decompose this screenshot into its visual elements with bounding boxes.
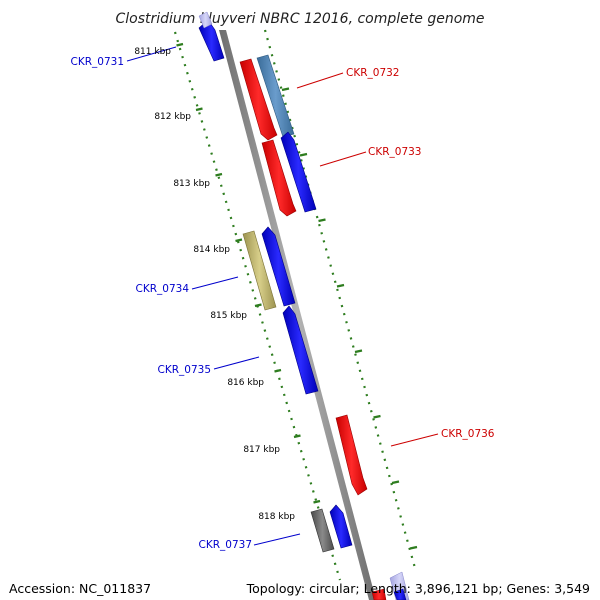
gene-ckr-0734[interactable]: [242, 230, 277, 311]
tick-labels: 811 kbp 812 kbp 813 kbp 814 kbp 815 kbp …: [134, 47, 295, 522]
gene-steelblue-feature[interactable]: [256, 54, 295, 138]
tick-label: 815 kbp: [210, 311, 247, 321]
gene-label[interactable]: CKR_0736: [441, 428, 495, 440]
gene-ckr-0735[interactable]: [282, 305, 319, 395]
left-major-ticks: [176, 42, 321, 504]
right-major-ticks: [281, 87, 418, 550]
tick-label: 817 kbp: [243, 445, 280, 455]
tick-label: 816 kbp: [227, 378, 264, 388]
gene-ckr-0731[interactable]: [198, 11, 225, 62]
gene-ckr-0736[interactable]: [335, 414, 368, 496]
map-title: Clostridium kluyveri NBRC 12016, complet…: [115, 11, 484, 27]
gene-label[interactable]: CKR_0731: [71, 56, 124, 68]
gene-blue-feature-0733[interactable]: [280, 131, 317, 213]
tick-label: 811 kbp: [134, 47, 171, 57]
gene-label[interactable]: CKR_0735: [158, 364, 211, 376]
genome-backbone: [219, 30, 376, 600]
tick-label: 813 kbp: [173, 179, 210, 189]
gene-blue-feature-0734[interactable]: [261, 226, 296, 307]
label-leaders: [126, 46, 439, 546]
right-tick-track: [263, 29, 417, 569]
gene-label[interactable]: CKR_0732: [346, 67, 399, 79]
tick-label: 812 kbp: [154, 112, 191, 122]
gene-label[interactable]: CKR_0733: [368, 146, 421, 158]
gene-label[interactable]: CKR_0737: [199, 539, 252, 551]
gene-features: [198, 11, 410, 600]
gene-ckr-0733[interactable]: [261, 139, 297, 217]
genome-summary-text: Topology: circular; Length: 3,896,121 bp…: [246, 581, 590, 596]
accession-text: Accession: NC_011837: [9, 581, 152, 596]
gene-labels: CKR_0731 CKR_0732 CKR_0733 CKR_0734 CKR_…: [71, 56, 495, 551]
gene-label[interactable]: CKR_0734: [136, 283, 190, 295]
gene-ckr-0732[interactable]: [239, 58, 278, 141]
gene-ckr-0737[interactable]: [310, 508, 335, 553]
tick-label: 814 kbp: [193, 245, 230, 255]
tick-label: 818 kbp: [258, 512, 295, 522]
gene-bottom-partial[interactable]: [371, 571, 410, 600]
gene-blue-feature-0737[interactable]: [329, 504, 353, 549]
